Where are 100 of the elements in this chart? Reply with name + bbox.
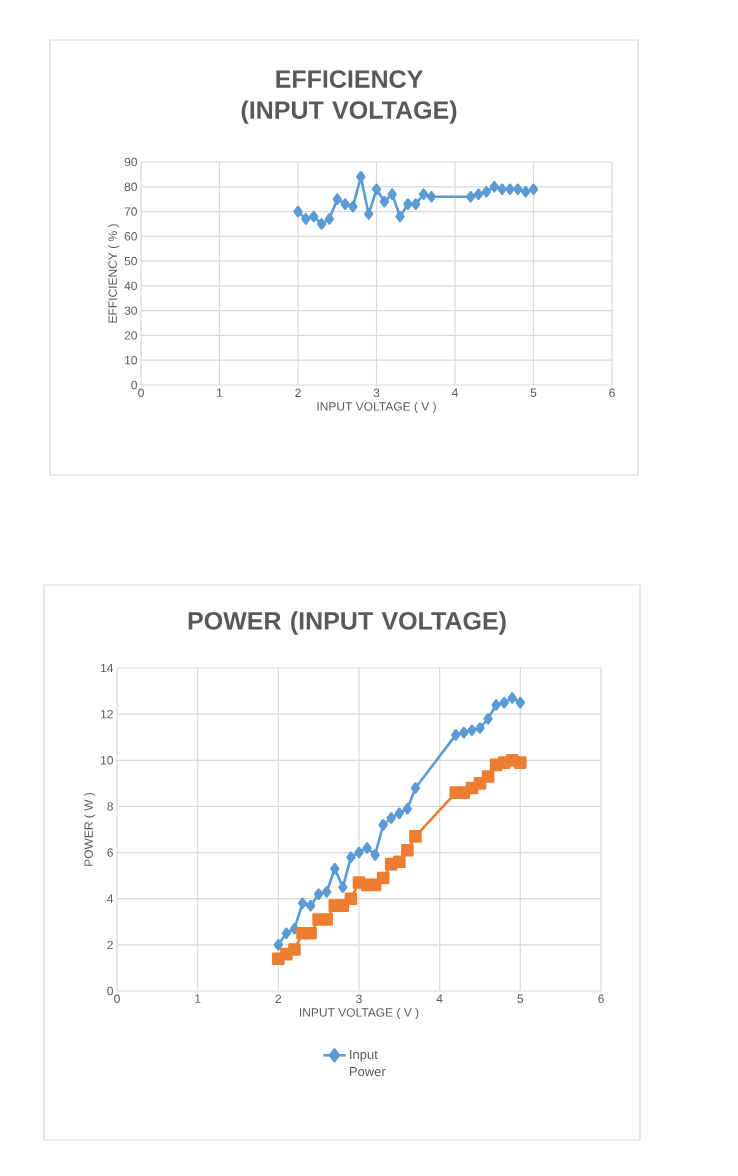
point — [370, 849, 380, 861]
point — [273, 939, 283, 951]
x-tick-label: 2 — [295, 388, 301, 397]
y-tick-label: 30 — [124, 306, 137, 315]
legend-label: Input Power — [349, 1050, 386, 1077]
x-tick-label: 3 — [356, 994, 362, 1004]
point — [348, 200, 358, 213]
point — [305, 899, 316, 912]
point — [402, 802, 413, 815]
point — [520, 185, 531, 198]
point — [363, 208, 374, 220]
point — [451, 729, 461, 741]
point — [297, 897, 308, 910]
y-tick-label: 70 — [124, 207, 137, 216]
x-tick-label: 4 — [436, 994, 443, 1003]
x-axis-title: INPUT VOLTAGE ( V ) — [317, 401, 436, 414]
point — [481, 770, 495, 783]
y-axis-title: POWER ( W ) — [84, 792, 96, 866]
point — [293, 205, 303, 218]
point — [320, 913, 334, 926]
point — [281, 927, 292, 940]
point — [489, 180, 499, 193]
point — [387, 188, 397, 201]
point — [491, 699, 501, 711]
point — [395, 210, 405, 223]
point — [499, 696, 509, 709]
point — [497, 183, 507, 196]
point — [426, 190, 437, 203]
point — [401, 843, 414, 857]
point — [515, 696, 525, 709]
y-tick-label: 90 — [124, 157, 137, 167]
point — [475, 722, 485, 734]
y-tick-label: 50 — [124, 256, 137, 266]
x-tick-label: 2 — [275, 994, 282, 1003]
x-tick-label: 1 — [195, 994, 201, 1003]
point — [379, 195, 390, 208]
point — [338, 881, 348, 893]
point — [316, 218, 327, 230]
point — [371, 183, 382, 196]
point — [514, 756, 527, 769]
y-tick-label: 2 — [107, 940, 113, 950]
point — [346, 851, 356, 863]
y-axis-title: EFFICIENCY ( % ) — [108, 224, 120, 323]
y-tick-label: 10 — [101, 756, 113, 765]
y-tick-label: 8 — [107, 802, 113, 811]
point — [418, 188, 429, 201]
point — [354, 846, 364, 859]
y-tick-label: 80 — [124, 182, 137, 192]
point — [309, 210, 319, 223]
x-tick-label: 5 — [530, 388, 537, 397]
point — [332, 193, 342, 205]
y-tick-label: 20 — [124, 331, 137, 340]
point — [394, 807, 404, 820]
point — [459, 726, 469, 739]
point — [313, 888, 324, 900]
point — [483, 712, 493, 725]
point — [288, 943, 301, 956]
x-tick-label: 6 — [598, 994, 604, 1004]
point — [393, 855, 406, 869]
x-tick-label: 6 — [609, 388, 615, 398]
point — [513, 183, 523, 196]
point — [403, 198, 413, 210]
point — [410, 782, 421, 794]
point — [411, 198, 421, 210]
y-tick-label: 40 — [124, 281, 137, 291]
point — [528, 183, 539, 196]
point — [505, 183, 515, 196]
y-tick-label: 60 — [124, 232, 137, 241]
y-tick-label: 4 — [107, 894, 114, 903]
y-tick-label: 14 — [101, 663, 114, 673]
y-tick-label: 0 — [107, 986, 113, 996]
point — [324, 213, 335, 225]
x-tick-label: 0 — [138, 388, 144, 398]
point — [467, 724, 477, 737]
point — [344, 892, 358, 906]
chart-title: EFFICIENCY (INPUT VOLTAGE) — [241, 70, 457, 124]
point — [340, 198, 350, 210]
y-tick-label: 10 — [125, 355, 137, 365]
x-axis-title: INPUT VOLTAGE ( V ) — [299, 1007, 419, 1020]
point — [330, 862, 340, 875]
y-tick-label: 12 — [101, 709, 113, 719]
point — [362, 842, 372, 854]
x-tick-label: 1 — [217, 388, 223, 397]
point — [304, 927, 317, 940]
y-tick-label: 0 — [131, 380, 137, 390]
point — [473, 188, 484, 201]
point — [322, 885, 332, 898]
x-tick-label: 3 — [373, 388, 380, 398]
point — [507, 692, 517, 704]
point — [386, 812, 396, 824]
point — [466, 190, 476, 203]
chart-title: POWER (INPUT VOLTAGE) — [188, 611, 506, 635]
point — [409, 830, 422, 843]
point — [301, 213, 311, 225]
x-tick-label: 4 — [451, 388, 458, 397]
x-tick-label: 5 — [517, 994, 524, 1003]
y-tick-label: 6 — [107, 848, 113, 857]
point — [481, 185, 492, 198]
point — [378, 819, 388, 831]
point — [376, 871, 390, 885]
